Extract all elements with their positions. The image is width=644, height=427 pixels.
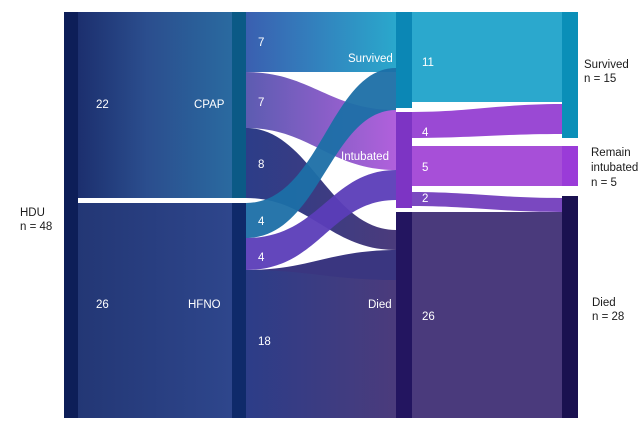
cpap-count: 22: [96, 99, 109, 111]
hfno-survived-band: [246, 68, 396, 238]
died-to-died-band: [412, 212, 562, 418]
final-survived-node: [562, 12, 578, 138]
final-remain-label-2: intubated: [591, 162, 638, 174]
final-remain-count: n = 5: [591, 177, 617, 189]
transition-count: 18: [258, 336, 271, 348]
hfno-node: [232, 203, 246, 418]
intubated-split-count: 2: [422, 193, 428, 205]
survived-mid-node: [396, 12, 412, 108]
intubated-mid-node: [396, 112, 412, 208]
hfno-count: 26: [96, 299, 109, 311]
hdu-to-cpap-band: [78, 12, 232, 198]
final-remain-label-1: Remain: [591, 147, 631, 159]
final-died-count: n = 28: [592, 311, 624, 323]
intubated-split-count: 5: [422, 162, 428, 174]
intubated-mid-label: Intubated: [341, 151, 389, 163]
died-mid-count: 26: [422, 311, 435, 323]
intubated-split-count: 4: [422, 127, 429, 139]
intubated-remain-band: [412, 146, 562, 186]
hdu-count: n = 48: [20, 221, 52, 233]
cpap-intubated-band: [246, 72, 396, 170]
hdu-label: HDU: [20, 207, 45, 219]
cpap-node: [232, 12, 246, 198]
died-mid-label: Died: [368, 299, 392, 311]
survived-mid-label: Survived: [348, 53, 393, 65]
hdu-node: [64, 12, 78, 418]
intubated-to-survived-band: [412, 104, 562, 138]
cpap-died-band: [246, 128, 396, 250]
final-died-node: [562, 196, 578, 418]
survived-to-survived-band: [412, 12, 562, 102]
hfno-died-upper-band: [246, 250, 396, 280]
transition-count: 4: [258, 216, 265, 228]
transition-count: 8: [258, 159, 264, 171]
intubated-to-died-band: [412, 192, 562, 212]
cpap-label: CPAP: [194, 99, 225, 111]
final-survived-count: n = 15: [584, 73, 616, 85]
final-died-label: Died: [592, 297, 616, 309]
transition-count: 7: [258, 37, 264, 49]
cpap-survived-band: [246, 12, 396, 72]
hfno-label: HFNO: [188, 299, 221, 311]
transition-count: 7: [258, 97, 264, 109]
transition-count: 4: [258, 252, 265, 264]
survived-mid-count: 11: [422, 57, 434, 69]
hfno-intubated-band: [246, 170, 396, 270]
hfno-died-band: [246, 270, 396, 418]
died-mid-node: [396, 212, 412, 418]
hdu-to-hfno-band: [78, 203, 232, 418]
final-remain-node: [562, 146, 578, 186]
final-survived-label: Survived: [584, 59, 629, 71]
